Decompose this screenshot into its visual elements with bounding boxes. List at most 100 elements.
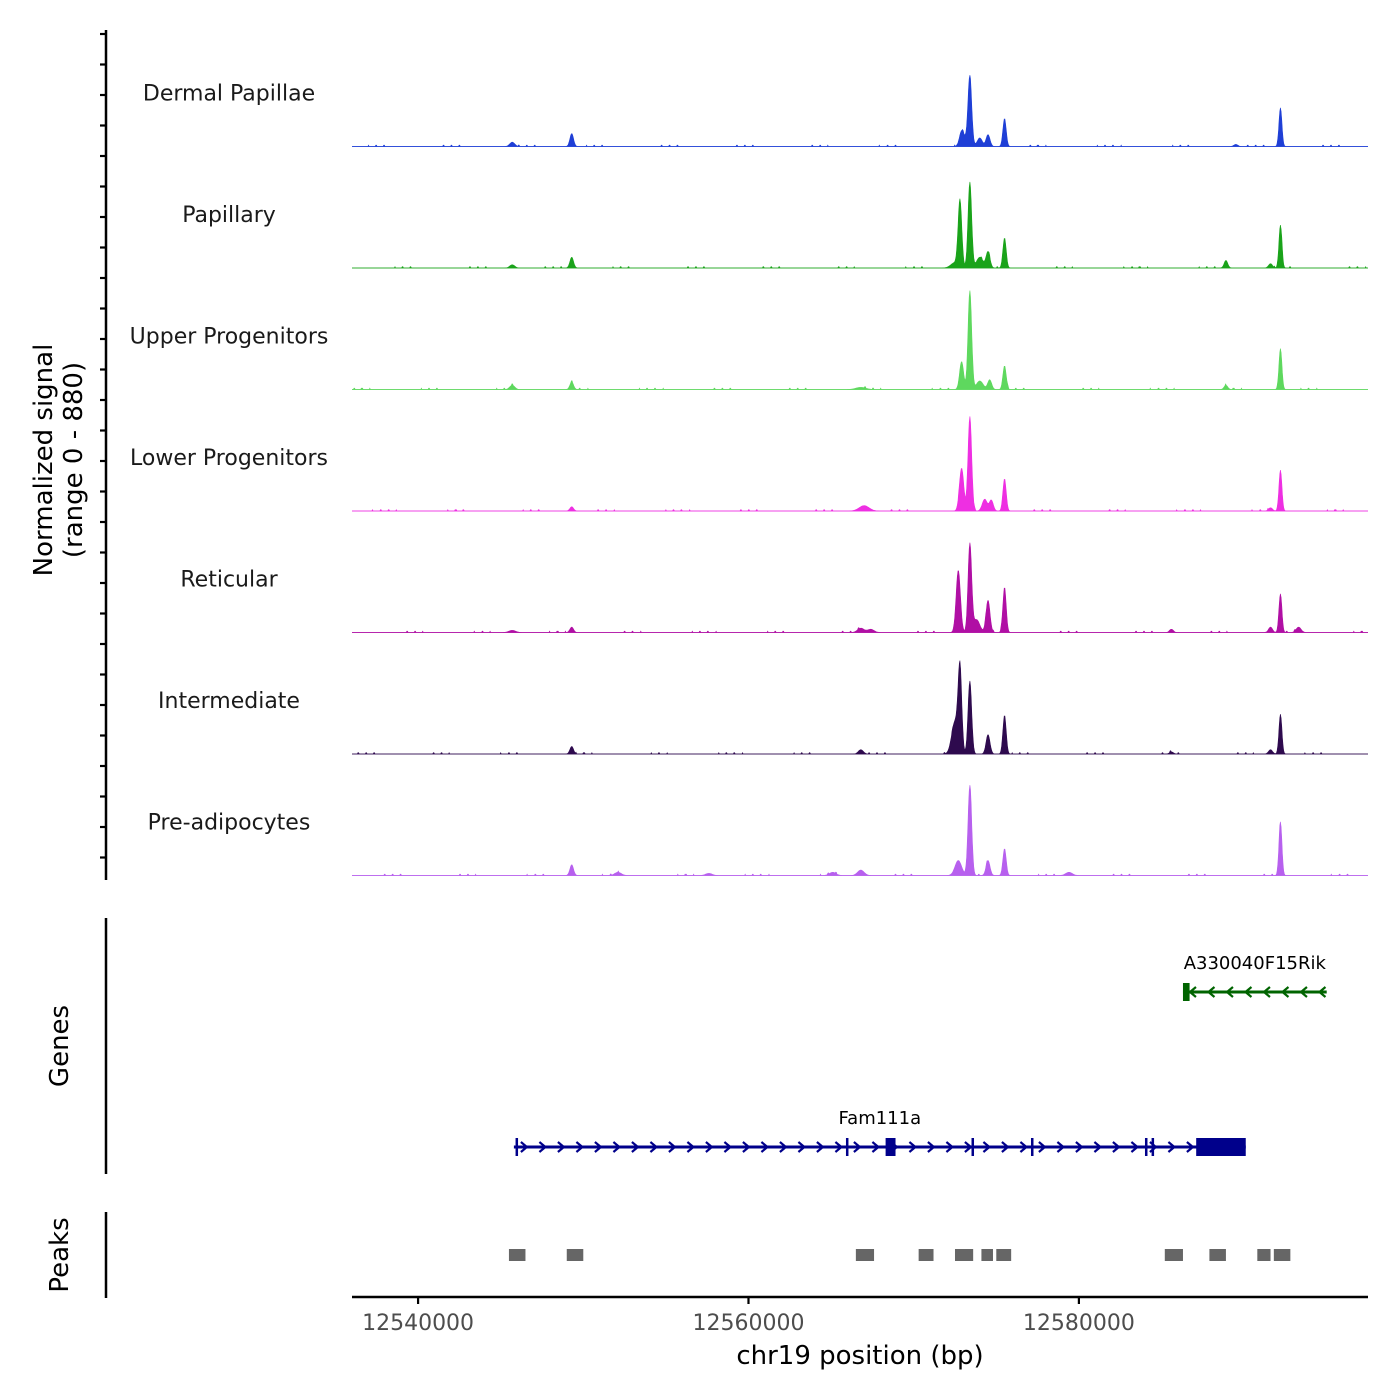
- peak-region: [954, 1249, 974, 1261]
- peak-region: [1209, 1249, 1226, 1261]
- gene-a330040f15rik: A330040F15Rik: [1182, 953, 1327, 1001]
- peak-region: [566, 1249, 584, 1261]
- peak-region: [1164, 1249, 1183, 1261]
- coverage-area: [352, 785, 1368, 876]
- peak-region: [981, 1249, 993, 1261]
- strand-arrow: [1112, 1141, 1121, 1153]
- strand-arrow: [1056, 1141, 1066, 1153]
- x-axis-title: chr19 position (bp): [736, 1341, 983, 1371]
- coverage-y-ticks: [100, 32, 106, 859]
- strand-arrow: [1186, 1141, 1195, 1153]
- track-pre-adipocytes: Pre-adipocytes: [148, 785, 1368, 876]
- coverage-area: [352, 181, 1368, 269]
- coverage-tracks: Dermal Papillae Papillary Upper Progenitor…: [130, 75, 1368, 876]
- strand-arrow: [1243, 986, 1253, 998]
- strand-arrow: [1001, 1141, 1010, 1153]
- strand-arrow: [908, 1141, 918, 1153]
- genes-track: A330040F15Rik Fam111a: [513, 953, 1327, 1156]
- track-label: Reticular: [180, 568, 278, 593]
- track-label: Intermediate: [158, 689, 300, 714]
- gene-exon: [515, 1138, 519, 1156]
- track-label: Lower Progenitors: [130, 446, 328, 471]
- strand-arrow: [945, 1141, 955, 1153]
- strand-arrow: [557, 1141, 566, 1153]
- peak-region: [508, 1249, 526, 1261]
- track-label: Dermal Papillae: [143, 82, 315, 107]
- strand-arrow: [1280, 986, 1290, 998]
- strand-arrow: [853, 1141, 862, 1153]
- strand-arrow: [1075, 1141, 1084, 1153]
- strand-arrow: [1188, 986, 1197, 998]
- track-papillary: Papillary: [182, 181, 1368, 269]
- strand-arrow: [723, 1141, 733, 1153]
- gene-exon: [1182, 983, 1190, 1001]
- track-upper-progenitors: Upper Progenitors: [130, 290, 1368, 390]
- x-tick-label: 12540000: [362, 1311, 474, 1336]
- strand-arrow: [1093, 1141, 1103, 1153]
- strand-arrow: [1299, 986, 1308, 998]
- y-axis-title-line1: Normalized signal: [29, 344, 59, 577]
- strand-arrow: [1206, 986, 1216, 998]
- strand-arrow: [816, 1141, 825, 1153]
- strand-arrow: [594, 1141, 603, 1153]
- peak-region: [1257, 1249, 1271, 1261]
- coverage-area: [352, 542, 1368, 633]
- strand-arrow: [1167, 1141, 1177, 1153]
- strand-arrow: [779, 1141, 788, 1153]
- gene-exon: [1196, 1138, 1246, 1156]
- strand-arrow: [705, 1141, 714, 1153]
- gene-exon: [971, 1138, 975, 1156]
- strand-arrow: [927, 1141, 936, 1153]
- strand-arrow: [1262, 986, 1271, 998]
- track-lower-progenitors: Lower Progenitors: [130, 416, 1368, 512]
- gene-exon: [885, 1138, 896, 1156]
- y-axis-title: Normalized signal (range 0 - 880): [29, 344, 89, 577]
- strand-arrow: [1130, 1141, 1140, 1153]
- gene-label: A330040F15Rik: [1184, 953, 1327, 974]
- gene-exon: [1144, 1138, 1148, 1156]
- peak-region: [1273, 1249, 1291, 1261]
- gene-label: Fam111a: [838, 1108, 921, 1129]
- strand-arrow: [1317, 986, 1327, 998]
- gene-exon: [1151, 1138, 1155, 1156]
- peak-region: [855, 1249, 875, 1261]
- strand-arrow: [612, 1141, 622, 1153]
- x-tick-label: 12580000: [1023, 1311, 1135, 1336]
- strand-arrow: [742, 1141, 751, 1153]
- strand-arrow: [631, 1141, 640, 1153]
- strand-arrow: [982, 1141, 992, 1153]
- strand-arrow: [1019, 1141, 1029, 1153]
- x-axis-ticks: 12540000 12560000 12580000: [362, 1297, 1135, 1336]
- track-dermal-papillae: Dermal Papillae: [143, 75, 1368, 147]
- strand-arrow: [1038, 1141, 1047, 1153]
- strand-arrow: [964, 1141, 973, 1153]
- strand-arrow: [686, 1141, 696, 1153]
- strand-arrow: [668, 1141, 677, 1153]
- peak-region: [996, 1249, 1012, 1261]
- coverage-area: [352, 290, 1368, 390]
- gene-exon: [1030, 1138, 1034, 1156]
- strand-arrow: [538, 1141, 548, 1153]
- track-label: Pre-adipocytes: [148, 811, 311, 836]
- strand-arrow: [834, 1141, 844, 1153]
- track-label: Upper Progenitors: [130, 325, 329, 350]
- genes-panel-title: Genes: [45, 1005, 75, 1087]
- track-intermediate: Intermediate: [158, 660, 1368, 755]
- strand-arrow: [1225, 986, 1234, 998]
- coverage-area: [352, 416, 1368, 512]
- x-tick-label: 12560000: [692, 1311, 804, 1336]
- peaks-track: [508, 1249, 1291, 1261]
- track-label: Papillary: [182, 203, 276, 228]
- strand-arrow: [797, 1141, 807, 1153]
- coverage-area: [352, 660, 1368, 755]
- gene-fam111a: Fam111a: [513, 1108, 1246, 1156]
- coverage-area: [352, 75, 1368, 147]
- strand-arrow: [520, 1141, 529, 1153]
- peak-region: [918, 1249, 934, 1261]
- peaks-panel-title: Peaks: [45, 1217, 75, 1292]
- y-axis-title-line2: (range 0 - 880): [59, 362, 89, 558]
- gene-exon: [845, 1138, 849, 1156]
- strand-arrow: [760, 1141, 770, 1153]
- strand-arrow: [649, 1141, 659, 1153]
